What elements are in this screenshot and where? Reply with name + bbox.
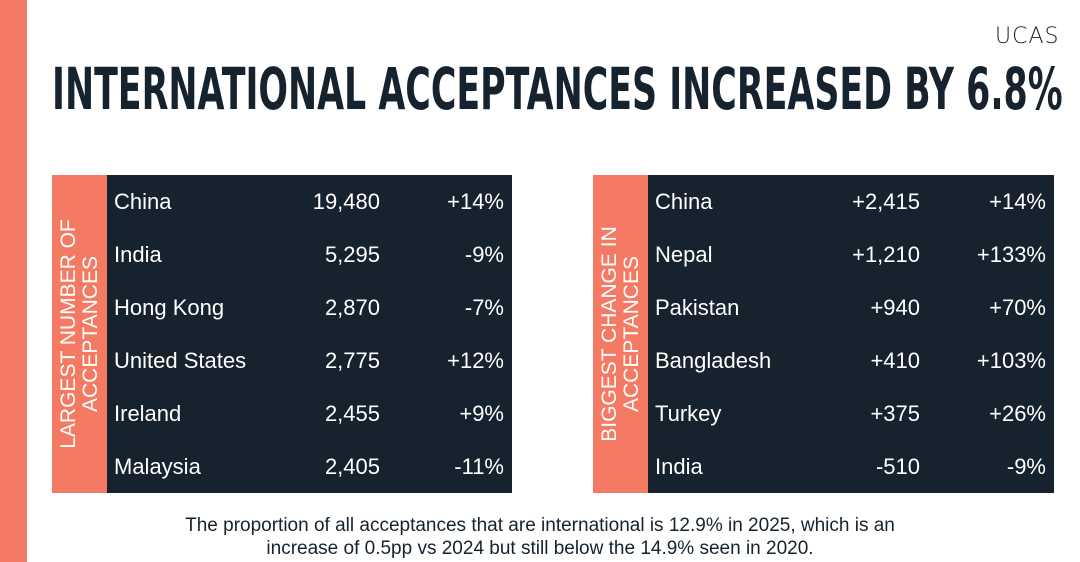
biggest-change-table: China +2,415 +14% Nepal +1,210 +133% Pak… [648,175,1054,493]
percent-change: +9% [459,400,504,426]
percent-change: +14% [989,188,1046,214]
country-name: Nepal [655,241,713,267]
largest-acceptances-panel: LARGEST NUMBER OF ACCEPTANCES China 19,4… [52,175,512,493]
page-title: INTERNATIONAL ACCEPTANCES INCREASED BY 6… [52,55,1063,123]
largest-acceptances-table: China 19,480 +14% India 5,295 -9% Hong K… [107,175,512,493]
largest-acceptances-label: LARGEST NUMBER OF ACCEPTANCES [56,219,102,449]
table-row: Turkey +375 +26% [648,387,1054,440]
acceptances-change: +2,415 [852,188,920,214]
acceptances-change: +375 [870,400,920,426]
table-row: India -510 -9% [648,440,1054,493]
acceptances-count: 2,455 [324,400,380,426]
country-name: Ireland [114,400,182,426]
acceptances-count: 2,870 [324,294,380,320]
table-row: China 19,480 +14% [107,175,512,228]
country-name: India [655,453,703,479]
country-name: Malaysia [114,453,201,479]
table-row: Malaysia 2,405 -11% [107,440,512,493]
percent-change: +133% [976,241,1046,267]
country-name: United States [114,347,247,373]
table-row: China +2,415 +14% [648,175,1054,228]
country-name: India [114,241,162,267]
table-row: Hong Kong 2,870 -7% [107,281,512,334]
country-name: Pakistan [655,294,740,320]
percent-change: -9% [464,241,504,267]
acceptances-count: 2,405 [324,453,380,479]
table-row: Bangladesh +410 +103% [648,334,1054,387]
table-row: India 5,295 -9% [107,228,512,281]
percent-change: +103% [976,347,1046,373]
percent-change: -9% [1006,453,1046,479]
acceptances-change: +410 [870,347,920,373]
acceptances-count: 5,295 [324,241,380,267]
acceptances-change: -510 [875,453,920,479]
country-name: Bangladesh [655,347,772,373]
biggest-change-panel: BIGGEST CHANGE IN ACCEPTANCES China +2,4… [593,175,1054,493]
table-row: United States 2,775 +12% [107,334,512,387]
percent-change: -11% [454,453,504,479]
country-name: China [114,188,172,214]
ucas-logo: UCAS [995,24,1060,49]
percent-change: +14% [447,188,504,214]
biggest-change-label-bar: BIGGEST CHANGE IN ACCEPTANCES [593,175,648,493]
table-row: Pakistan +940 +70% [648,281,1054,334]
country-name: Hong Kong [114,294,225,320]
percent-change: +26% [989,400,1046,426]
country-name: Turkey [655,400,722,426]
acceptances-change: +940 [870,294,920,320]
largest-acceptances-label-bar: LARGEST NUMBER OF ACCEPTANCES [52,175,107,493]
table-row: Nepal +1,210 +133% [648,228,1054,281]
biggest-change-label: BIGGEST CHANGE IN ACCEPTANCES [597,226,643,442]
accent-side-bar [0,0,27,562]
country-name: China [655,188,713,214]
acceptances-count: 19,480 [312,188,380,214]
table-row: Ireland 2,455 +9% [107,387,512,440]
percent-change: +70% [989,294,1046,320]
percent-change: -7% [464,294,504,320]
acceptances-count: 2,775 [324,347,380,373]
acceptances-change: +1,210 [852,241,920,267]
percent-change: +12% [447,347,504,373]
footnote-text: The proportion of all acceptances that a… [185,515,895,559]
